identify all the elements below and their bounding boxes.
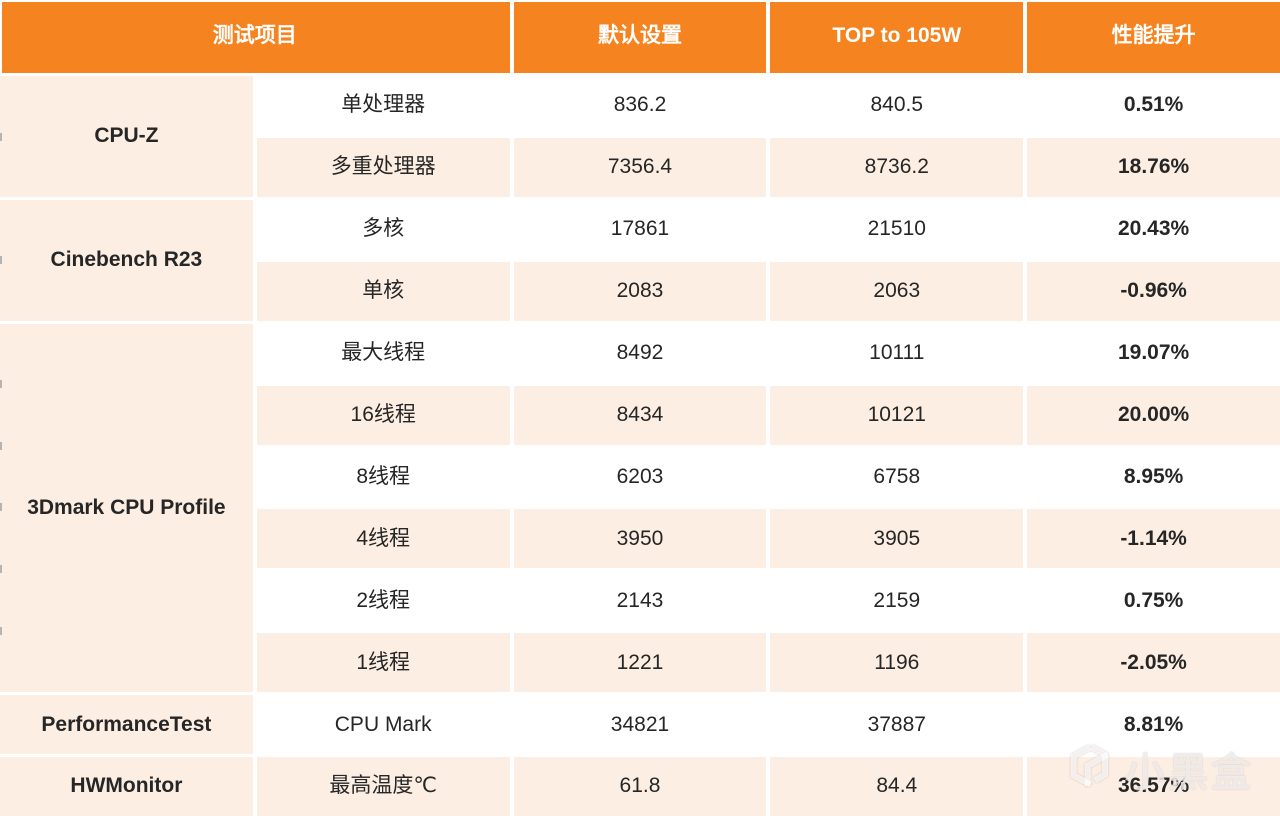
test-name-cell: 1线程 (256, 633, 510, 693)
test-name-cell: 多重处理器 (256, 137, 510, 197)
column-header: 性能提升 (1027, 0, 1280, 73)
test-name-cell: 单处理器 (256, 76, 510, 135)
gain-value-cell: 20.43% (1027, 199, 1280, 259)
gain-value-cell: 8.81% (1027, 695, 1280, 755)
row-boundary-tick (0, 626, 2, 635)
gain-value-cell: 20.00% (1027, 385, 1280, 445)
default-value-cell: 17861 (513, 199, 767, 259)
row-boundary-tick (0, 256, 2, 265)
gain-value-cell: -1.14% (1027, 509, 1280, 569)
test-name-cell: 单核 (256, 261, 510, 321)
gain-value-cell: 19.07% (1027, 323, 1280, 383)
top105w-value-cell: 840.5 (770, 76, 1024, 135)
test-name-cell: 8线程 (256, 447, 510, 507)
top105w-value-cell: 8736.2 (770, 137, 1024, 197)
row-boundary-tick (0, 379, 2, 388)
top105w-value-cell: 10121 (770, 385, 1024, 445)
default-value-cell: 836.2 (513, 76, 767, 135)
column-header: TOP to 105W (770, 0, 1024, 73)
top105w-value-cell: 10111 (770, 323, 1024, 383)
gain-value-cell: -2.05% (1027, 633, 1280, 693)
test-name-cell: 2线程 (256, 571, 510, 631)
test-name-cell: 多核 (256, 199, 510, 259)
default-value-cell: 34821 (513, 695, 767, 755)
gain-value-cell: 0.75% (1027, 571, 1280, 631)
test-group-name: 3Dmark CPU Profile (0, 323, 253, 693)
top105w-value-cell: 3905 (770, 509, 1024, 569)
test-name-cell: 16线程 (256, 385, 510, 445)
test-group-name: CPU-Z (0, 76, 253, 197)
default-value-cell: 61.8 (513, 757, 767, 816)
row-boundary-tick (0, 132, 2, 141)
column-header: 测试项目 (0, 0, 510, 73)
test-name-cell: 4线程 (256, 509, 510, 569)
top105w-value-cell: 84.4 (770, 757, 1024, 816)
row-boundary-tick (0, 503, 2, 512)
default-value-cell: 8434 (513, 385, 767, 445)
top105w-value-cell: 37887 (770, 695, 1024, 755)
test-group-name: HWMonitor (0, 757, 253, 816)
gain-value-cell: 0.51% (1027, 76, 1280, 135)
default-value-cell: 3950 (513, 509, 767, 569)
default-value-cell: 2143 (513, 571, 767, 631)
test-name-cell: 最高温度℃ (256, 757, 510, 816)
gain-value-cell: -0.96% (1027, 261, 1280, 321)
test-name-cell: 最大线程 (256, 323, 510, 383)
gain-value-cell: 36.57% (1027, 757, 1280, 816)
top105w-value-cell: 2063 (770, 261, 1024, 321)
header-left-white-inset (0, 0, 2, 75)
top105w-value-cell: 2159 (770, 571, 1024, 631)
row-boundary-tick (0, 565, 2, 573)
default-value-cell: 6203 (513, 447, 767, 507)
gain-value-cell: 18.76% (1027, 137, 1280, 197)
default-value-cell: 7356.4 (513, 137, 767, 197)
row-boundary-tick (0, 441, 2, 450)
column-header: 默认设置 (513, 0, 767, 73)
top105w-value-cell: 6758 (770, 447, 1024, 507)
gain-value-cell: 8.95% (1027, 447, 1280, 507)
test-group-name: PerformanceTest (0, 695, 253, 755)
top105w-value-cell: 21510 (770, 199, 1024, 259)
test-name-cell: CPU Mark (256, 695, 510, 755)
top105w-value-cell: 1196 (770, 633, 1024, 693)
top-white-inset (0, 0, 1280, 2)
default-value-cell: 1221 (513, 633, 767, 693)
default-value-cell: 2083 (513, 261, 767, 321)
test-group-name: Cinebench R23 (0, 199, 253, 321)
default-value-cell: 8492 (513, 323, 767, 383)
